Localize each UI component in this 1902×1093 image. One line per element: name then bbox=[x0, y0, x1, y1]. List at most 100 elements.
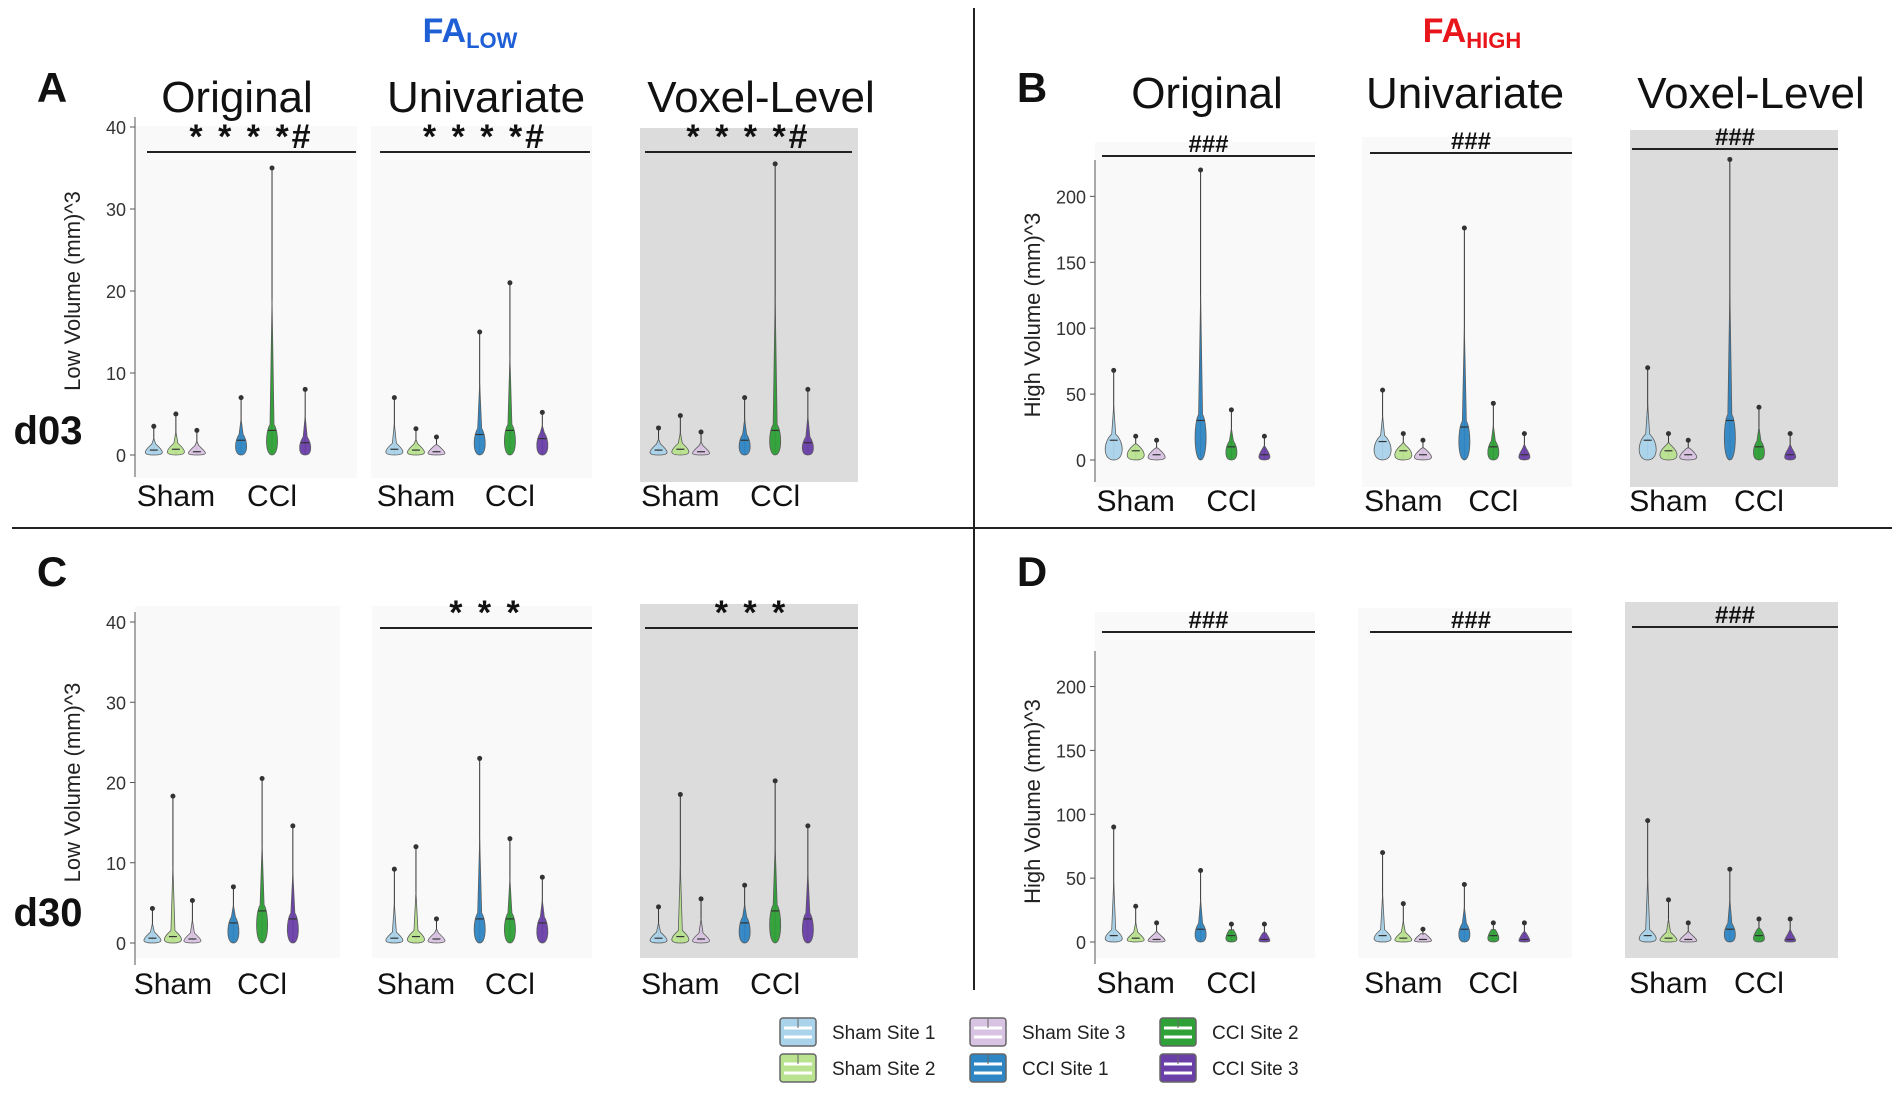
header-fa-high: FAHIGH bbox=[1423, 12, 1521, 53]
violin-sham-site-1 bbox=[1104, 881, 1123, 943]
y-tick-label: 0 bbox=[116, 934, 126, 954]
violin-max-point bbox=[1154, 437, 1160, 443]
y-tick-label: 0 bbox=[1076, 933, 1086, 953]
x-group-label: Sham bbox=[137, 480, 215, 513]
violin-max-point bbox=[1198, 167, 1204, 173]
violin-cci-site-2 bbox=[1487, 425, 1500, 461]
significance-annotation: ### bbox=[1188, 607, 1228, 634]
violin-cci-site-3 bbox=[1518, 443, 1531, 461]
violin-max-point bbox=[772, 161, 778, 167]
violin-max-point bbox=[507, 836, 513, 842]
violin-sham-site-1 bbox=[144, 436, 163, 456]
violin-max-point bbox=[1133, 433, 1139, 439]
violin-max-point bbox=[1787, 916, 1793, 922]
violin-max-point bbox=[656, 425, 662, 431]
violin-max-point bbox=[194, 427, 200, 433]
violin-max-point bbox=[1261, 921, 1267, 927]
violin-max-point bbox=[238, 395, 244, 401]
subplot-a-original: 0 10 20 30 40 Low Volume (mm)^3 * * * *# Sham CC… bbox=[60, 117, 357, 513]
y-tick-label: 200 bbox=[1056, 678, 1086, 698]
violin-max-point bbox=[1645, 818, 1651, 824]
panel-label-d: D bbox=[1017, 548, 1047, 595]
violin-max-point bbox=[805, 386, 811, 392]
significance-annotation: * * * *# bbox=[423, 118, 547, 156]
subplot-a-univariate: * * * *# Sham CCl bbox=[371, 118, 592, 513]
violin-cci-site-2 bbox=[1753, 426, 1765, 461]
x-group-label: CCl bbox=[1734, 967, 1784, 1000]
violin-sham-site-3 bbox=[1414, 447, 1432, 461]
violin-max-point bbox=[173, 411, 179, 417]
y-tick-label: 10 bbox=[106, 854, 126, 874]
violin-max-point bbox=[189, 897, 195, 903]
violin-max-point bbox=[433, 434, 439, 440]
plot-background bbox=[640, 128, 858, 482]
legend-label: CCI Site 3 bbox=[1212, 1059, 1299, 1080]
violin-max-point bbox=[1111, 367, 1117, 373]
x-group-label: Sham bbox=[1629, 485, 1707, 518]
y-tick-label: 150 bbox=[1056, 253, 1086, 273]
y-axis-label: High Volume (mm)^3 bbox=[1020, 699, 1045, 904]
significance-annotation: ### bbox=[1715, 124, 1755, 151]
violin-cci-site-2 bbox=[1753, 926, 1765, 943]
subplot-a-voxel-level: * * * *# Sham CCl bbox=[640, 118, 858, 513]
x-group-label: CCl bbox=[1206, 485, 1256, 518]
plot-background bbox=[1095, 612, 1315, 958]
violin-cci-site-3 bbox=[299, 416, 312, 456]
violin-sham-site-1 bbox=[1373, 415, 1392, 461]
x-group-label: CCl bbox=[237, 968, 287, 1001]
y-tick-label: 10 bbox=[106, 364, 126, 384]
x-group-label: Sham bbox=[134, 968, 212, 1001]
violin-max-point bbox=[477, 755, 483, 761]
violin-sham-site-2 bbox=[407, 438, 425, 456]
violin-max-point bbox=[805, 823, 811, 829]
violin-max-point bbox=[698, 429, 704, 435]
violin-max-point bbox=[1261, 433, 1267, 439]
violin-cci-site-1 bbox=[473, 383, 486, 456]
violin-sham-site-2 bbox=[1126, 443, 1145, 461]
violin-cci-site-1 bbox=[738, 904, 751, 944]
violin-sham-site-2 bbox=[671, 865, 690, 944]
y-tick-label: 30 bbox=[106, 693, 126, 713]
violin-max-point bbox=[230, 884, 236, 890]
legend-label: Sham Site 1 bbox=[832, 1023, 936, 1044]
subplot-d-original: 0 50 100 150 200 High Volume (mm)^3 ### Sham CCl bbox=[1020, 607, 1315, 1000]
x-group-label: Sham bbox=[641, 968, 719, 1001]
violin-plots: 0 10 20 30 40 Low Volume (mm)^3 * * * *# Sham CC… bbox=[60, 117, 1838, 1001]
violin-max-point bbox=[302, 386, 308, 392]
violin-max-point bbox=[772, 778, 778, 784]
violin-max-point bbox=[1490, 920, 1496, 926]
x-group-label: CCl bbox=[247, 480, 297, 513]
plot-background bbox=[135, 126, 357, 478]
panel-label-a: A bbox=[37, 64, 67, 111]
violin-max-point bbox=[170, 793, 176, 799]
violin-max-point bbox=[433, 916, 439, 922]
violin-max-point bbox=[1154, 920, 1160, 926]
violin-max-point bbox=[1665, 897, 1671, 903]
violin-sham-site-2 bbox=[1394, 920, 1413, 943]
y-tick-label: 40 bbox=[106, 118, 126, 138]
panel-label-c: C bbox=[37, 548, 67, 595]
violin-sham-site-1 bbox=[1104, 405, 1123, 461]
legend-swatch-cci-site-3 bbox=[1159, 1053, 1197, 1083]
violin-sham-site-3 bbox=[427, 928, 446, 944]
violin-max-point bbox=[1756, 916, 1762, 922]
violin-sham-site-1 bbox=[1638, 878, 1657, 943]
method-title: Univariate bbox=[1366, 69, 1564, 118]
violin-max-point bbox=[149, 905, 155, 911]
panel-label-b: B bbox=[1017, 64, 1047, 111]
violin-max-point bbox=[698, 896, 704, 902]
y-axis-label: High Volume (mm)^3 bbox=[1020, 213, 1045, 418]
x-group-label: Sham bbox=[1629, 967, 1707, 1000]
violin-sham-site-3 bbox=[1679, 930, 1698, 943]
violin-max-point bbox=[656, 904, 662, 910]
violin-sham-site-2 bbox=[671, 432, 690, 456]
violin-sham-site-3 bbox=[1147, 930, 1166, 943]
violin-cci-site-1 bbox=[1458, 906, 1471, 943]
violin-max-point bbox=[391, 866, 397, 872]
y-tick-label: 100 bbox=[1056, 805, 1086, 825]
violin-sham-site-3 bbox=[183, 919, 202, 944]
x-group-label: CCl bbox=[750, 480, 800, 513]
legend-label: CCI Site 1 bbox=[1022, 1059, 1109, 1080]
violin-sham-site-3 bbox=[1679, 447, 1698, 461]
